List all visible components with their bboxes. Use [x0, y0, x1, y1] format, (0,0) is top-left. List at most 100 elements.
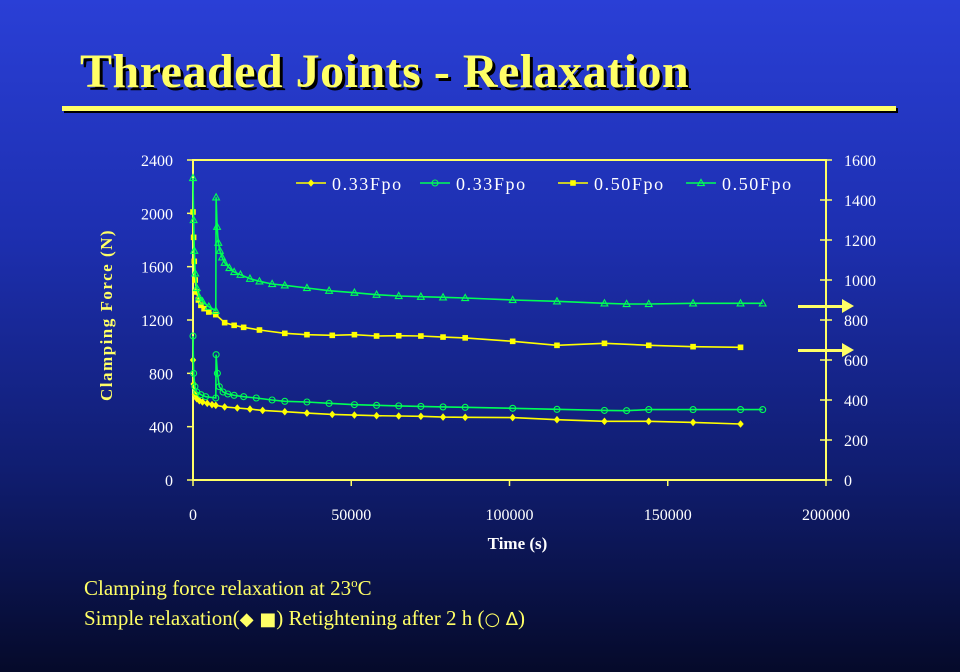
data-point-circle: [325, 399, 333, 407]
data-point-diamond: [307, 179, 315, 187]
series-4: [188, 173, 768, 314]
y-left-tick-label: 1200: [141, 313, 173, 330]
data-point-square: [645, 342, 652, 349]
caption-2-simple-symbols: ◆ ■: [239, 609, 277, 630]
data-point-diamond: [351, 411, 358, 419]
data-point-triangle: [211, 305, 221, 314]
legend-label: 0.33Fpo: [456, 174, 527, 194]
x-axis-label: Time (s): [488, 534, 548, 553]
data-point-square: [201, 305, 207, 312]
data-point-square: [329, 332, 336, 339]
data-point-circle: [190, 369, 198, 377]
data-point-triangle: [644, 299, 654, 308]
caption-1-degree: o: [351, 575, 358, 590]
data-point-circle: [212, 394, 220, 402]
data-point-diamond: [461, 413, 469, 422]
data-point-diamond: [417, 412, 425, 421]
data-point-triangle: [758, 298, 768, 307]
data-point-square: [601, 340, 608, 347]
x-tick-label: 100000: [486, 507, 534, 524]
data-point-square: [240, 324, 247, 331]
y-right-tick-label: 800: [844, 313, 868, 330]
y-left-tick-label: 0: [165, 473, 173, 490]
data-point-diamond: [373, 411, 380, 420]
data-point-triangle: [600, 298, 609, 307]
caption-2-b: ) Retightening after 2 h (: [276, 606, 485, 630]
data-point-diamond: [509, 413, 516, 422]
data-point-square: [256, 327, 263, 333]
data-point-triangle: [622, 299, 631, 308]
data-point-diamond: [303, 409, 311, 417]
y-left-tick-label: 400: [149, 420, 173, 437]
data-point-diamond: [196, 396, 203, 405]
data-point-diamond: [204, 399, 211, 408]
data-point-circle: [509, 404, 517, 412]
caption-2-retighten-symbols: ○ ∆: [484, 609, 518, 630]
data-point-diamond: [259, 406, 266, 415]
series-line: [192, 177, 763, 313]
data-point-triangle: [416, 291, 426, 300]
data-point-triangle: [211, 192, 221, 201]
data-point-square: [351, 331, 358, 338]
data-point-diamond: [553, 415, 561, 424]
data-point-triangle: [460, 293, 470, 302]
data-point-triangle: [688, 298, 698, 307]
data-point-square: [281, 330, 288, 337]
y-right-tick-label: 200: [844, 433, 868, 450]
legend-label: 0.33Fpo: [332, 174, 403, 194]
y-right-tick-label: 600: [844, 353, 868, 370]
caption-1-suffix: C: [357, 576, 372, 600]
y-left-tick-label: 800: [149, 366, 173, 383]
data-point-diamond: [221, 403, 228, 411]
y-right-tick-label: 1000: [844, 273, 876, 290]
data-point-circle: [252, 394, 260, 402]
data-point-circle: [645, 406, 653, 414]
plot-area-frame: [192, 159, 827, 481]
data-point-circle: [202, 393, 210, 401]
data-point-square: [440, 334, 446, 340]
data-point-triangle: [217, 252, 227, 261]
data-point-diamond: [645, 417, 652, 426]
data-point-triangle: [198, 296, 207, 305]
data-point-triangle: [188, 173, 198, 182]
data-point-circle: [303, 398, 311, 406]
x-tick-label: 0: [189, 507, 197, 524]
data-point-square: [206, 309, 212, 315]
caption-relaxation-legend: Simple relaxation(◆ ■) Retightening afte…: [84, 606, 525, 631]
data-point-square: [373, 333, 380, 339]
data-point-diamond: [395, 412, 402, 420]
data-point-circle: [240, 393, 248, 401]
right-arrow-lower: [798, 343, 854, 357]
legend-item-1: 0.33Fpo: [296, 174, 403, 194]
data-point-diamond: [246, 405, 254, 413]
x-tick-label: 150000: [644, 507, 692, 524]
data-point-circle: [461, 403, 469, 411]
data-point-triangle: [212, 221, 222, 230]
data-point-triangle: [215, 245, 225, 254]
data-point-triangle: [736, 298, 745, 307]
data-point-diamond: [212, 401, 219, 410]
legend-item-4: 0.50Fpo: [686, 174, 793, 194]
legend-label: 0.50Fpo: [722, 174, 793, 194]
data-point-diamond: [439, 413, 447, 421]
legend-item-3: 0.50Fpo: [558, 174, 663, 194]
data-point-triangle: [236, 269, 245, 278]
data-point-circle: [553, 405, 561, 413]
data-point-triangle: [350, 287, 359, 296]
data-point-circle: [189, 332, 197, 340]
data-point-square: [462, 335, 468, 341]
series-3: [190, 209, 744, 351]
y-left-tick-label: 2400: [141, 153, 173, 170]
data-point-triangle: [394, 291, 404, 300]
data-point-triangle: [189, 245, 199, 254]
data-point-diamond: [737, 420, 744, 428]
y-right-tick-label: 0: [844, 473, 852, 490]
data-point-triangle: [189, 215, 198, 224]
data-point-square: [690, 343, 696, 350]
data-point-triangle: [192, 283, 202, 292]
data-point-square: [554, 342, 560, 349]
data-point-square: [221, 319, 228, 326]
data-point-square: [304, 331, 310, 338]
series-line: [192, 211, 741, 349]
